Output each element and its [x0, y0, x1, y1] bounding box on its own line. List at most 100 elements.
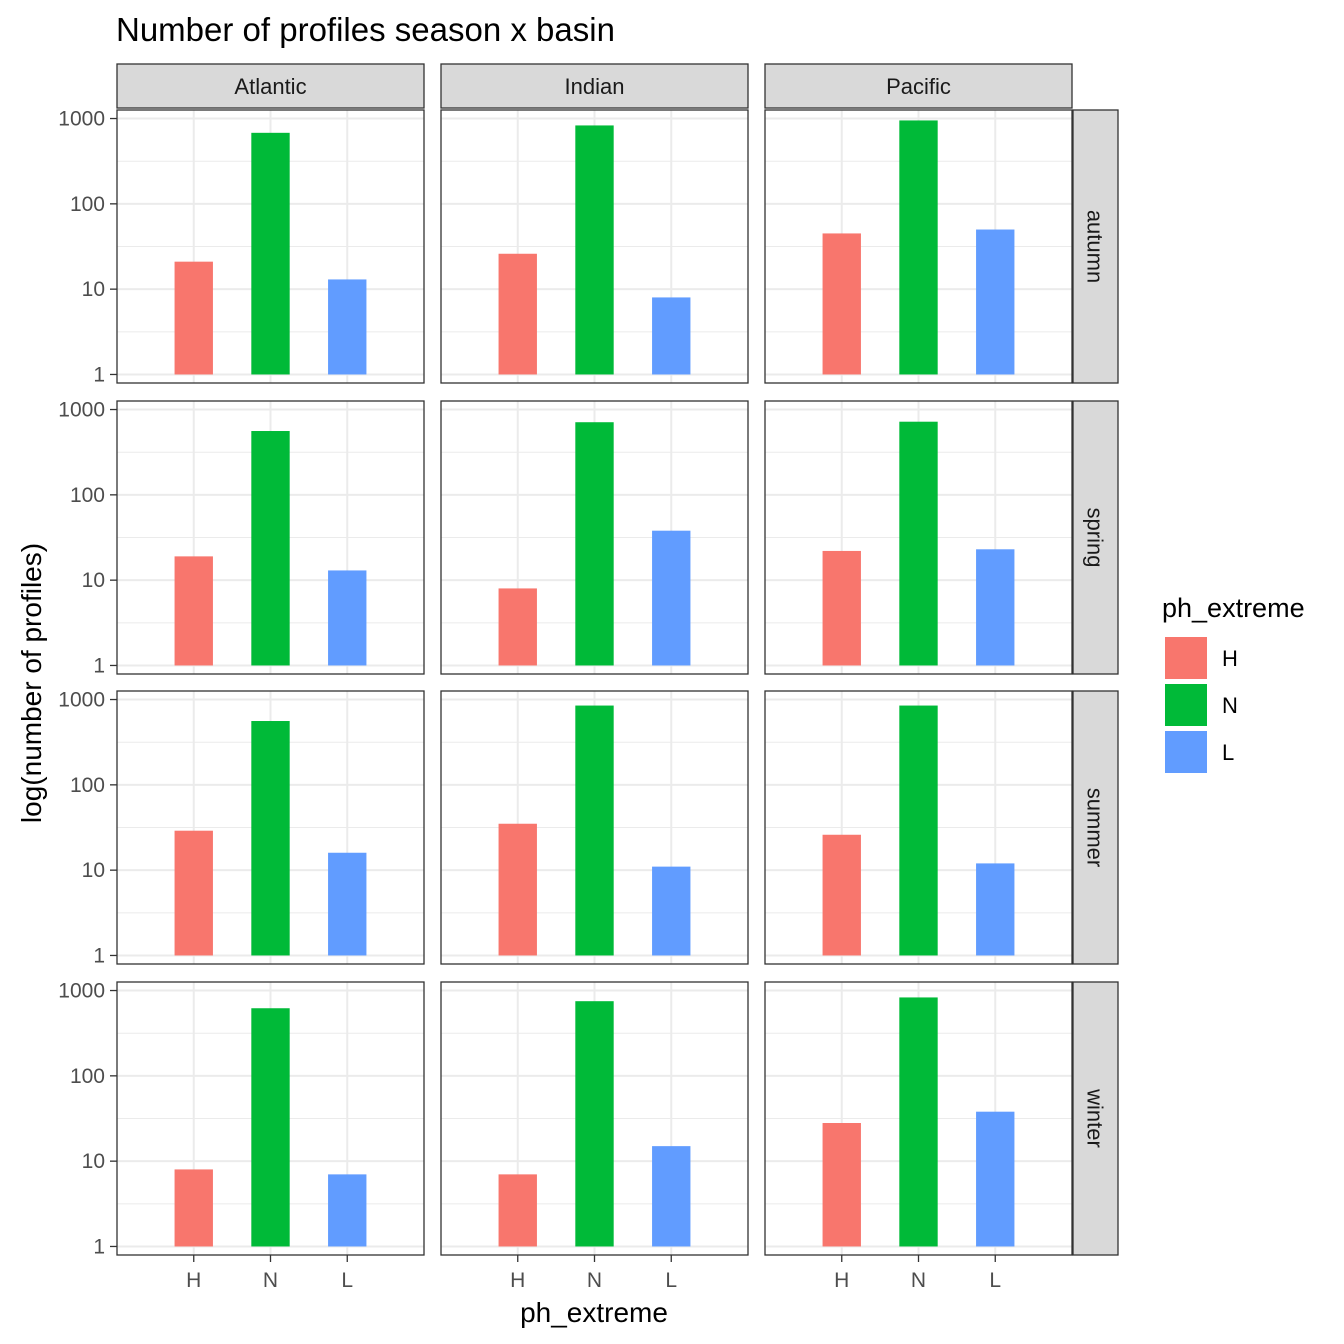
x-tick-label: H: [510, 1269, 525, 1292]
panel-border: [116, 690, 425, 965]
panel-atlantic-spring: 1 10 100 1000: [58, 399, 425, 677]
y-axis-title: log(number of profiles): [16, 543, 47, 823]
chart-title: Number of profiles season x basin: [116, 11, 615, 48]
legend-key-n: [1165, 684, 1207, 726]
legend-key-l: [1165, 731, 1207, 773]
bar-h: [822, 233, 861, 375]
bar-l: [328, 570, 367, 666]
legend-label: L: [1222, 740, 1234, 765]
legend-label: N: [1222, 693, 1238, 718]
bar-l: [652, 530, 691, 666]
facet-strip-summer: [1072, 690, 1119, 965]
bar-h: [174, 556, 213, 666]
legend-label: H: [1222, 646, 1238, 671]
panel-border: [116, 109, 425, 384]
panel-border: [440, 400, 749, 675]
bar-n: [575, 422, 614, 666]
y-tick-label: 1: [93, 1235, 105, 1258]
facet-strip-autumn: [1072, 109, 1119, 384]
y-tick-label: 100: [70, 774, 105, 797]
bar-h: [822, 834, 861, 956]
x-tick-label: L: [989, 1269, 1001, 1292]
facet-strip-label: Indian: [565, 74, 625, 99]
facet-strip-label: Atlantic: [234, 74, 306, 99]
bar-h: [174, 261, 213, 375]
bar-l: [976, 1111, 1015, 1247]
y-tick-label: 1: [93, 654, 105, 677]
panel-indian-autumn: [440, 109, 749, 384]
bar-h: [822, 1123, 861, 1247]
bar-h: [498, 588, 537, 666]
y-tick-label: 100: [70, 484, 105, 507]
bar-h: [822, 550, 861, 666]
facet-strip-label: spring: [1083, 508, 1108, 568]
y-tick-label: 10: [82, 569, 105, 592]
bar-n: [251, 132, 290, 375]
panel-pacific-autumn: [764, 109, 1073, 384]
facet-strip-pacific: [764, 63, 1073, 109]
panel-pacific-spring: [764, 400, 1073, 675]
y-tick-label: 10: [82, 859, 105, 882]
legend-key-h: [1165, 637, 1207, 679]
bar-h: [498, 253, 537, 375]
bar-n: [251, 431, 290, 666]
facet-strip-spring: [1072, 400, 1119, 675]
panel-atlantic-summer: 1 10 100 1000: [58, 689, 425, 967]
bar-h: [498, 1174, 537, 1247]
bar-l: [976, 549, 1015, 666]
bar-h: [174, 1169, 213, 1247]
panel-atlantic-autumn: 1 10 100 1000: [58, 108, 425, 386]
bar-l: [328, 279, 367, 375]
y-tick-label: 1000: [58, 980, 105, 1003]
y-tick-label: 1: [93, 363, 105, 386]
legend: ph_extreme HNL: [1162, 593, 1305, 773]
y-tick-label: 1000: [58, 108, 105, 131]
x-tick-label: H: [834, 1269, 849, 1292]
legend-title: ph_extreme: [1162, 593, 1305, 623]
y-tick-label: 10: [82, 278, 105, 301]
panel-border: [116, 400, 425, 675]
y-tick-label: 10: [82, 1150, 105, 1173]
bar-h: [174, 830, 213, 956]
x-tick-label: N: [911, 1269, 926, 1292]
bar-n: [575, 125, 614, 375]
x-tick-label: L: [665, 1269, 677, 1292]
panel-atlantic-winter: 1 10 100 1000 H N L: [58, 980, 425, 1292]
bar-n: [251, 721, 290, 956]
facet-strip-label: winter: [1083, 1088, 1108, 1148]
facet-panels: Atlantic Indian Pacific autumn spring summer w…: [58, 63, 1119, 1292]
bar-l: [328, 852, 367, 956]
bar-l: [976, 863, 1015, 956]
bar-n: [575, 705, 614, 956]
bar-n: [251, 1008, 290, 1247]
facet-strip-winter: [1072, 981, 1119, 1256]
panel-border: [440, 690, 749, 965]
bar-l: [328, 1174, 367, 1247]
facet-strip-atlantic: [116, 63, 425, 109]
y-tick-label: 100: [70, 1065, 105, 1088]
bar-l: [652, 1146, 691, 1247]
facet-strip-label: summer: [1083, 788, 1108, 867]
bar-n: [899, 705, 938, 956]
y-tick-label: 1000: [58, 689, 105, 712]
x-tick-label: N: [263, 1269, 278, 1292]
bar-l: [652, 297, 691, 375]
panel-border: [764, 400, 1073, 675]
panel-border: [764, 690, 1073, 965]
panel-border: [764, 109, 1073, 384]
panel-pacific-summer: [764, 690, 1073, 965]
panel-indian-summer: [440, 690, 749, 965]
x-tick-label: H: [186, 1269, 201, 1292]
panel-border: [440, 109, 749, 384]
facet-strip-indian: [440, 63, 749, 109]
facet-strip-label: Pacific: [886, 74, 951, 99]
x-tick-label: N: [587, 1269, 602, 1292]
bar-n: [899, 421, 938, 666]
y-tick-label: 1000: [58, 399, 105, 422]
bar-l: [976, 229, 1015, 375]
panel-indian-spring: [440, 400, 749, 675]
x-axis-title: ph_extreme: [520, 1297, 668, 1328]
